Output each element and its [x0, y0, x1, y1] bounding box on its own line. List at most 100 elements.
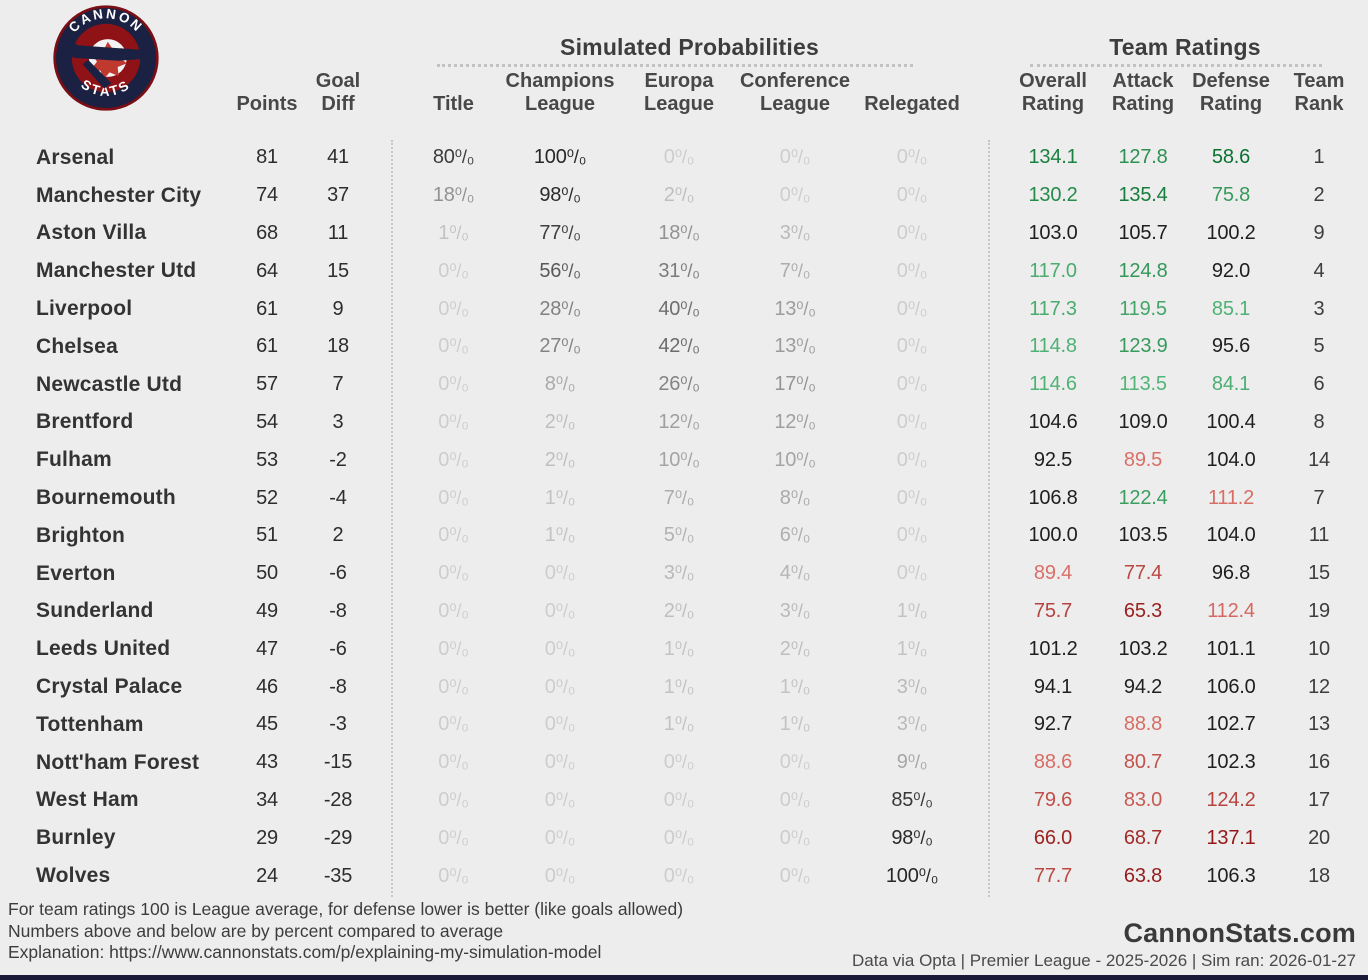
defense-rating-value: 137.1: [1206, 826, 1256, 849]
points-value: 61: [256, 335, 278, 358]
percent-sign: ⁰/₀: [674, 562, 695, 584]
team-name: Manchester City: [36, 183, 202, 207]
team-rank-value: 1: [1313, 146, 1325, 169]
title-probability: 0⁰/₀: [438, 335, 469, 358]
relegated-probability: 0⁰/₀: [896, 410, 928, 433]
percent-sign: ⁰/₀: [555, 524, 576, 546]
attack-rating-value: 89.5: [1123, 448, 1163, 471]
percent-sign: ⁰/₀: [449, 826, 469, 848]
points-value: 64: [256, 259, 278, 282]
relegated-probability: 0⁰/₀: [896, 259, 928, 282]
percent-sign: ⁰/₀: [449, 524, 469, 546]
team-rank-value: 5: [1313, 335, 1325, 358]
percent-sign: ⁰/₀: [790, 524, 811, 546]
percent-sign: ⁰/₀: [790, 259, 811, 281]
percent-sign: ⁰/₀: [449, 373, 469, 395]
team-name: West Ham: [36, 788, 139, 812]
percent-sign: ⁰/₀: [790, 788, 811, 810]
percent-sign: ⁰/₀: [449, 713, 469, 735]
defense-rating-value: 96.8: [1211, 562, 1251, 585]
table-header-row: Points Goal Diff Title Champions League Eu…: [36, 70, 1363, 122]
col-header-team-rank: Team Rank: [1293, 70, 1345, 115]
percent-sign: ⁰/₀: [449, 562, 469, 584]
attack-rating-value: 122.4: [1118, 486, 1168, 509]
conference-league-probability: 17⁰/₀: [774, 373, 816, 396]
points-value: 43: [256, 751, 278, 774]
goal-diff-value: 15: [327, 259, 349, 282]
goal-diff-value: -15: [323, 751, 353, 774]
table-row: Brighton 51 2 0⁰/₀ 1⁰/₀ 5⁰/₀ 6⁰/₀ 0⁰/₀ 1…: [36, 517, 1363, 555]
europa-league-probability: 0⁰/₀: [663, 146, 695, 169]
overall-rating-value: 117.3: [1029, 297, 1077, 320]
points-value: 57: [256, 373, 278, 396]
col-header-overall-rating: Overall Rating: [1019, 70, 1087, 115]
conference-league-probability: 0⁰/₀: [779, 184, 811, 207]
col-header-champions-league: Champions League: [505, 70, 615, 115]
title-probability: 0⁰/₀: [438, 788, 469, 811]
title-probability: 0⁰/₀: [438, 297, 469, 320]
percent-sign: ⁰/₀: [674, 486, 695, 508]
goal-diff-value: 7: [332, 373, 344, 396]
conference-league-probability: 1⁰/₀: [779, 713, 811, 736]
percent-sign: ⁰/₀: [907, 184, 928, 206]
title-probability: 0⁰/₀: [438, 524, 469, 547]
team-rank-value: 20: [1308, 826, 1330, 849]
percent-sign: ⁰/₀: [907, 599, 928, 621]
percent-sign: ⁰/₀: [449, 486, 469, 508]
percent-sign: ⁰/₀: [907, 637, 928, 659]
percent-sign: ⁰/₀: [449, 221, 469, 243]
percent-sign: ⁰/₀: [674, 637, 695, 659]
ratings-left-separator: [988, 140, 990, 897]
overall-rating-value: 88.6: [1033, 751, 1073, 774]
table-row: Brentford 54 3 0⁰/₀ 2⁰/₀ 12⁰/₀ 12⁰/₀ 0⁰/…: [36, 404, 1363, 442]
team-name: Leeds United: [36, 637, 171, 661]
defense-rating-value: 92.0: [1211, 259, 1251, 282]
percent-sign: ⁰/₀: [796, 448, 816, 470]
attack-rating-value: 109.0: [1118, 410, 1168, 433]
title-probability: 0⁰/₀: [438, 751, 469, 774]
table-row: Nott'ham Forest 43 -15 0⁰/₀ 0⁰/₀ 0⁰/₀ 0⁰…: [36, 744, 1363, 782]
percent-sign: ⁰/₀: [680, 448, 700, 470]
percent-sign: ⁰/₀: [680, 373, 700, 395]
table-row: Liverpool 61 9 0⁰/₀ 28⁰/₀ 40⁰/₀ 13⁰/₀ 0⁰…: [36, 290, 1363, 328]
percent-sign: ⁰/₀: [449, 599, 469, 621]
defense-rating-value: 112.4: [1207, 599, 1255, 622]
overall-rating-value: 89.4: [1033, 562, 1073, 585]
overall-rating-value: 101.2: [1028, 637, 1078, 660]
probabilities-section-title: Simulated Probabilities: [560, 34, 819, 60]
europa-league-probability: 10⁰/₀: [658, 448, 700, 471]
attack-rating-value: 105.7: [1118, 221, 1168, 244]
team-rank-value: 2: [1313, 184, 1325, 207]
percent-sign: ⁰/₀: [555, 599, 576, 621]
team-rank-value: 6: [1313, 373, 1325, 396]
percent-sign: ⁰/₀: [555, 864, 576, 886]
relegated-probability: 0⁰/₀: [896, 184, 928, 207]
team-name: Brentford: [36, 410, 134, 434]
overall-rating-value: 114.8: [1029, 335, 1077, 358]
europa-league-probability: 26⁰/₀: [658, 373, 700, 396]
percent-sign: ⁰/₀: [561, 221, 581, 243]
overall-rating-value: 114.6: [1029, 373, 1077, 396]
attack-rating-value: 65.3: [1123, 599, 1163, 622]
relegated-probability: 0⁰/₀: [896, 524, 928, 547]
table-row: Newcastle Utd 57 7 0⁰/₀ 8⁰/₀ 26⁰/₀ 17⁰/₀…: [36, 366, 1363, 404]
defense-rating-value: 75.8: [1211, 184, 1251, 207]
europa-league-probability: 1⁰/₀: [663, 637, 695, 660]
champions-league-probability: 2⁰/₀: [544, 448, 576, 471]
percent-sign: ⁰/₀: [790, 486, 811, 508]
points-value: 50: [256, 562, 278, 585]
goal-diff-value: -8: [329, 675, 347, 698]
points-value: 49: [256, 599, 278, 622]
percent-sign: ⁰/₀: [790, 675, 811, 697]
goal-diff-value: 11: [327, 221, 349, 244]
points-value: 46: [256, 675, 278, 698]
percent-sign: ⁰/₀: [680, 297, 700, 319]
team-rank-value: 12: [1308, 675, 1330, 698]
champions-league-probability: 0⁰/₀: [544, 713, 576, 736]
team-rank-value: 11: [1308, 524, 1330, 547]
probabilities-left-separator: [391, 140, 393, 897]
percent-sign: ⁰/₀: [907, 713, 928, 735]
conference-league-probability: 7⁰/₀: [779, 259, 811, 282]
table-body: Arsenal 81 41 80⁰/₀ 100⁰/₀ 0⁰/₀ 0⁰/₀ 0⁰/…: [36, 139, 1363, 895]
